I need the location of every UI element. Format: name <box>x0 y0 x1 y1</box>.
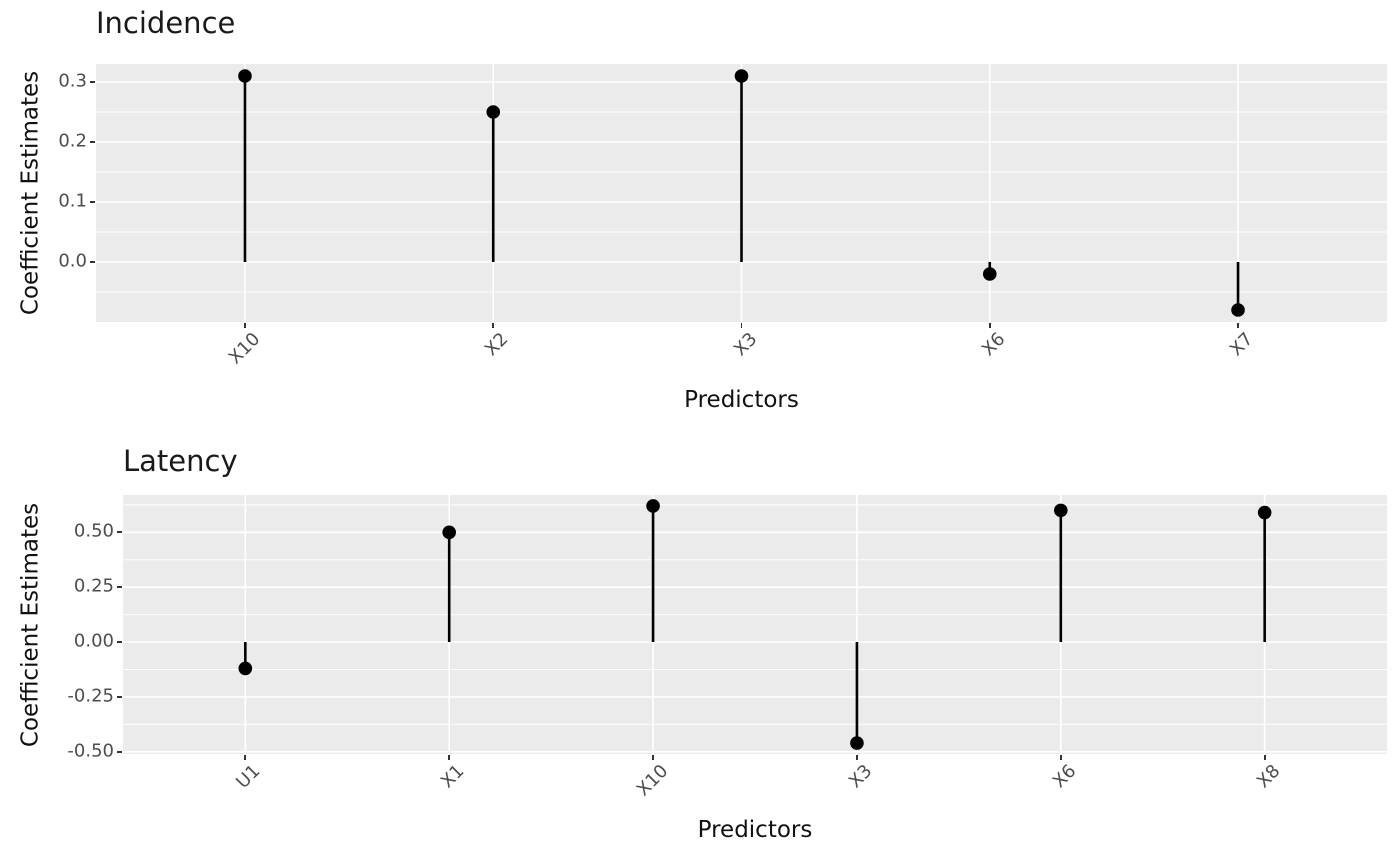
x-tick-mark <box>448 755 451 760</box>
panel-background <box>123 495 1387 754</box>
y-tick-label: -0.25 <box>67 685 114 707</box>
point-X1 <box>442 525 456 540</box>
x-tick-mark <box>856 755 858 760</box>
x-tick-label: X8 <box>1252 760 1285 793</box>
x-tick-mark <box>1263 755 1266 760</box>
y-tick-mark <box>117 641 122 643</box>
y-tick-label: 0.3 <box>58 70 87 92</box>
point-X7 <box>1231 303 1245 317</box>
y-tick-mark <box>117 696 122 698</box>
y-tick-label: 0.0 <box>58 250 87 272</box>
point-X10 <box>238 69 252 83</box>
y-tick-mark <box>117 531 122 534</box>
x-tick-mark <box>652 755 654 760</box>
y-tick-label: 0.25 <box>73 575 114 597</box>
x-axis-title-latency: Predictors <box>697 817 813 843</box>
x-tick-mark <box>244 323 246 328</box>
point-X8 <box>1257 505 1272 520</box>
x-tick-mark <box>492 323 495 328</box>
y-tick-mark <box>90 141 95 143</box>
x-tick-mark <box>1237 323 1239 328</box>
y-tick-label: 0.2 <box>58 130 87 152</box>
x-tick-label: U1 <box>232 760 265 793</box>
plot-panel-latency <box>123 495 1387 754</box>
point-X2 <box>486 105 501 119</box>
x-tick-label: X2 <box>480 328 513 361</box>
y-tick-mark <box>90 201 95 203</box>
x-tick-label: X1 <box>436 760 469 793</box>
chart-title-incidence: Incidence <box>96 6 236 40</box>
point-X6 <box>1054 503 1068 518</box>
y-tick-mark <box>90 81 95 83</box>
point-X10 <box>646 499 660 513</box>
x-tick-mark <box>988 323 991 328</box>
x-tick-mark <box>740 323 743 328</box>
x-axis-title-incidence: Predictors <box>684 387 799 413</box>
y-axis-title-latency: Coefficient Estimates <box>17 502 44 747</box>
y-tick-label: 0.00 <box>73 630 114 652</box>
x-tick-mark <box>1059 755 1062 760</box>
x-tick-mark <box>244 755 247 760</box>
x-tick-label: X10 <box>224 328 265 369</box>
x-tick-label: X6 <box>977 328 1010 361</box>
plot-panel-incidence <box>96 64 1387 322</box>
point-X6 <box>982 267 997 281</box>
y-axis-title-incidence: Coefficient Estimates <box>17 70 44 316</box>
point-U1 <box>238 661 253 676</box>
x-tick-label: X6 <box>1048 760 1081 793</box>
y-tick-mark <box>90 261 95 263</box>
y-tick-mark <box>117 750 122 753</box>
chart-title-latency: Latency <box>123 444 238 478</box>
y-tick-label: -0.50 <box>67 740 114 762</box>
x-tick-label: X10 <box>632 760 673 801</box>
x-tick-label: X3 <box>729 328 761 361</box>
y-tick-mark <box>117 586 122 589</box>
x-tick-label: X3 <box>844 760 877 793</box>
point-X3 <box>850 736 864 750</box>
y-tick-label: 0.50 <box>73 520 114 542</box>
x-tick-label: X7 <box>1225 328 1258 361</box>
point-X3 <box>734 69 749 83</box>
y-tick-label: 0.1 <box>58 190 87 212</box>
